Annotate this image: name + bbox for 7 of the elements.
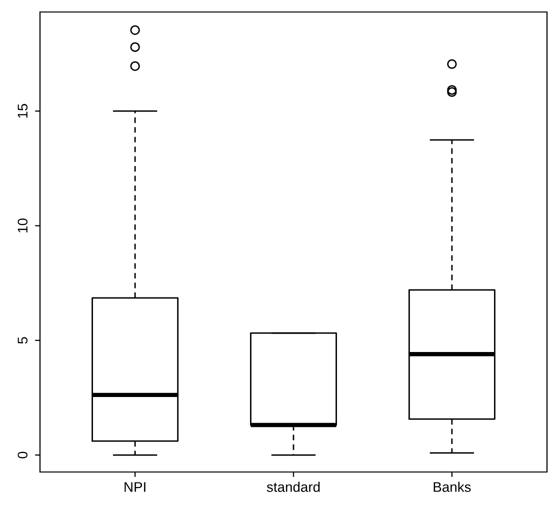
x-tick-label: NPI <box>124 482 146 492</box>
x-tick-label: standard <box>266 482 320 492</box>
x-tick-label: Banks <box>434 482 471 492</box>
y-tick-label: 5 <box>18 337 28 344</box>
y-tick-label: 10 <box>18 218 28 232</box>
y-tick-label: 15 <box>18 104 28 118</box>
y-tick-label: 0 <box>18 452 28 458</box>
